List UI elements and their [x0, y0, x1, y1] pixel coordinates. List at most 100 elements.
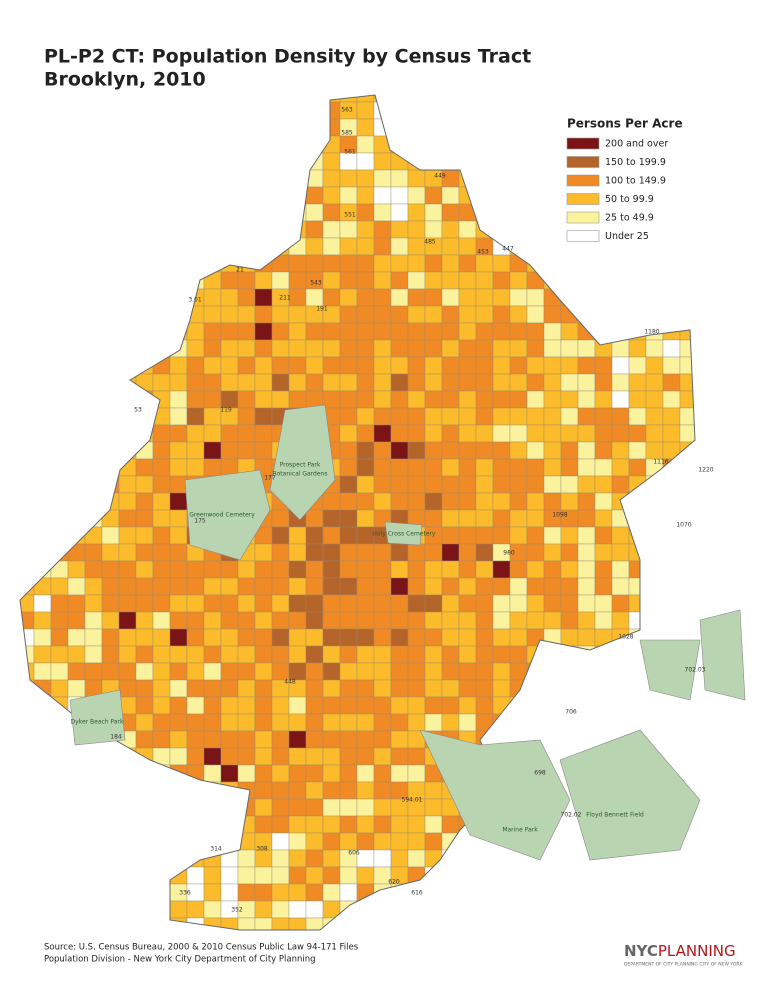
tract-cell	[339, 322, 358, 341]
tract-cell	[356, 475, 375, 494]
tract-cell	[135, 900, 154, 919]
tract-cell	[662, 917, 681, 930]
tract-cell	[662, 560, 681, 579]
tract-cell	[594, 492, 613, 511]
tract-cell	[50, 781, 69, 800]
tract-cell	[408, 952, 425, 969]
tract-cell	[594, 441, 613, 460]
tract-cell	[356, 322, 375, 341]
tract-cell	[577, 628, 596, 647]
tract-cell	[220, 220, 239, 239]
tract-cell	[407, 356, 426, 375]
tract-cell	[441, 628, 460, 647]
tract-cell	[714, 918, 731, 935]
tract-cell	[135, 152, 154, 171]
tract-cell	[67, 135, 86, 154]
tract-cell	[373, 696, 392, 715]
tract-cell	[152, 356, 171, 375]
tract-cell	[407, 611, 426, 630]
tract-cell	[20, 169, 35, 188]
tract-cell	[322, 288, 341, 307]
tract-cell	[84, 849, 103, 868]
tract-cell	[748, 187, 763, 204]
tract-cell	[475, 577, 494, 596]
tract-cell	[237, 866, 256, 885]
tract-cell	[424, 220, 443, 239]
tract-cell	[50, 118, 69, 137]
tract-cell	[424, 424, 443, 443]
tract-cell	[169, 815, 188, 834]
tract-cell	[33, 900, 52, 919]
tract-cell	[509, 628, 528, 647]
place-label: Prospect Park	[280, 462, 321, 469]
tract-cell	[305, 526, 324, 545]
tract-cell	[577, 577, 596, 596]
tract-cell	[0, 289, 17, 306]
tract-cell	[84, 645, 103, 664]
tract-cell	[662, 883, 681, 902]
tract-cell	[492, 492, 511, 511]
tract-cell	[356, 815, 375, 834]
tract-cell	[322, 152, 341, 171]
tract-cell	[526, 135, 545, 154]
tract-label: 3.01	[188, 297, 202, 304]
tract-cell	[458, 713, 477, 732]
tract-cell	[322, 883, 341, 902]
tract-label: 191	[316, 306, 328, 313]
tract-label: 702.02	[561, 812, 582, 819]
tract-cell	[611, 645, 630, 664]
tract-cell	[611, 594, 630, 613]
tract-cell	[526, 254, 545, 273]
tract-cell	[526, 288, 545, 307]
tract-cell	[679, 543, 695, 562]
tract-cell	[458, 390, 477, 409]
tract-cell	[186, 254, 205, 273]
tract-cell	[305, 832, 324, 851]
tract-cell	[135, 917, 154, 930]
tract-cell	[492, 203, 511, 222]
tract-cell	[322, 220, 341, 239]
tract-cell	[458, 679, 477, 698]
tract-cell	[492, 594, 511, 613]
tract-cell	[526, 526, 545, 545]
tract-cell	[203, 288, 222, 307]
tract-cell	[628, 424, 647, 443]
tract-cell	[475, 628, 494, 647]
tract-cell	[237, 713, 256, 732]
tract-cell	[731, 136, 748, 153]
tract-cell	[271, 662, 290, 681]
tract-cell	[390, 441, 409, 460]
tract-cell	[645, 900, 664, 919]
tract-cell	[543, 645, 562, 664]
tract-cell	[33, 373, 52, 392]
tract-cell	[628, 611, 647, 630]
tract-cell	[697, 884, 714, 901]
tract-cell	[288, 322, 307, 341]
tract-cell	[356, 594, 375, 613]
tract-cell	[714, 731, 731, 748]
tract-cell	[526, 696, 545, 715]
tract-cell	[628, 662, 647, 681]
tract-cell	[271, 764, 290, 783]
tract-cell	[169, 543, 188, 562]
tract-cell	[424, 339, 443, 358]
tract-cell	[441, 424, 460, 443]
tract-cell	[118, 135, 137, 154]
tract-cell	[373, 645, 392, 664]
tract-cell	[254, 441, 273, 460]
tract-cell	[20, 560, 35, 579]
tract-cell	[152, 509, 171, 528]
tract-cell	[577, 373, 596, 392]
tract-cell	[20, 407, 35, 426]
tract-cell	[509, 645, 528, 664]
tract-cell	[237, 169, 256, 188]
tract-cell	[152, 169, 171, 188]
tract-cell	[748, 357, 763, 374]
tract-cell	[135, 628, 154, 647]
tract-cell	[203, 900, 222, 919]
tract-cell	[237, 237, 256, 256]
tract-cell	[748, 170, 763, 187]
tract-cell	[509, 390, 528, 409]
tract-cell	[339, 95, 358, 103]
tract-cell	[577, 696, 596, 715]
